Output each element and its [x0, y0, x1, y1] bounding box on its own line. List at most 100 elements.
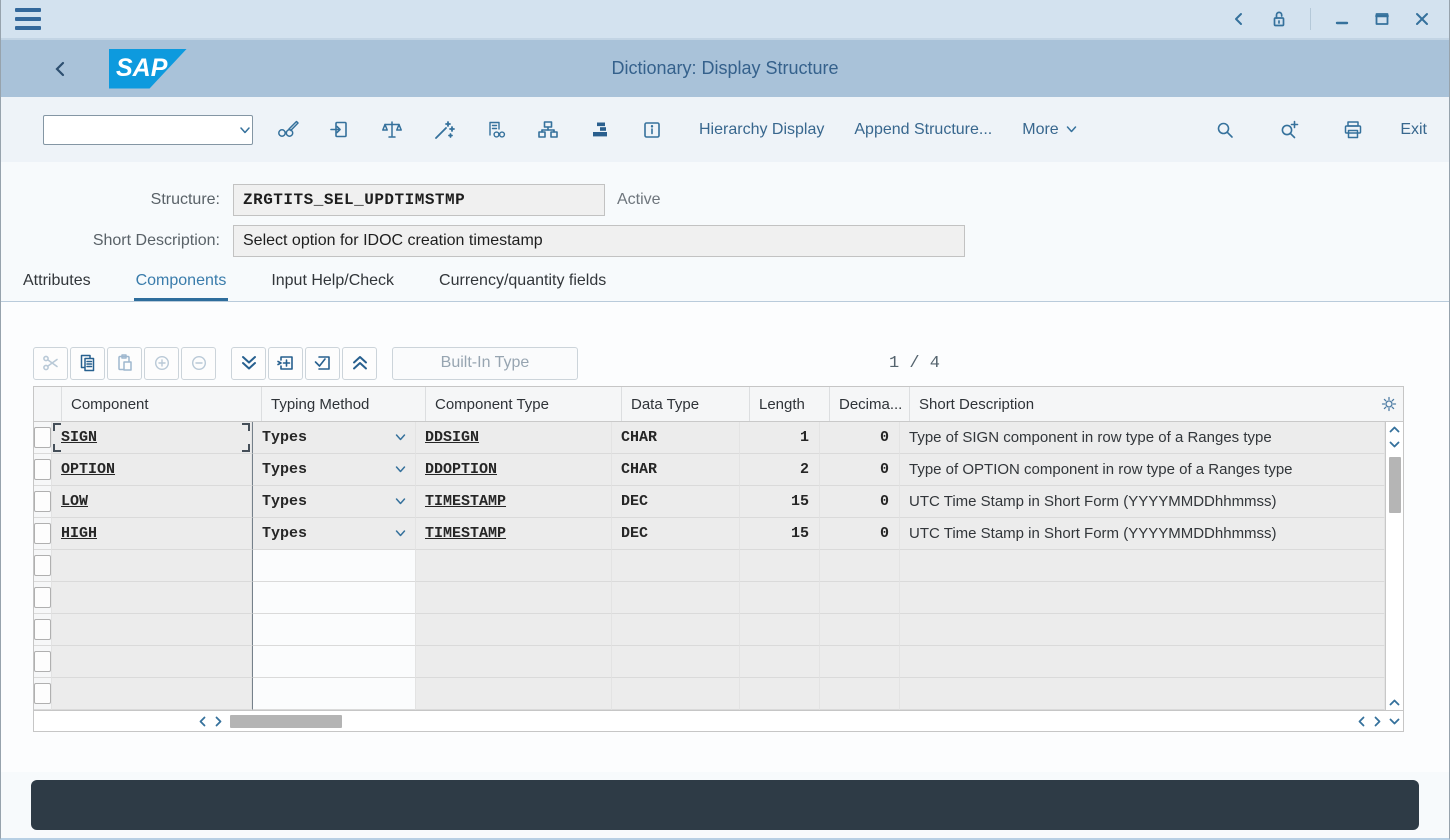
row-checkbox[interactable]	[34, 523, 51, 544]
component-type-cell[interactable]: DDSIGN	[416, 422, 612, 454]
row-checkbox[interactable]	[34, 491, 51, 512]
vertical-scrollbar[interactable]	[1385, 422, 1403, 710]
check-icon[interactable]	[375, 113, 409, 147]
column-header-component-type[interactable]: Component Type	[426, 387, 622, 421]
versions-icon[interactable]	[583, 113, 617, 147]
dropdown-icon[interactable]	[394, 527, 407, 540]
component-cell[interactable]: HIGH	[52, 518, 252, 550]
scroll-right-icon[interactable]	[1369, 716, 1385, 727]
hierarchy-icon[interactable]	[531, 113, 565, 147]
command-field[interactable]	[43, 114, 253, 145]
append-structure-button[interactable]: Append Structure...	[854, 120, 993, 138]
select-block-icon[interactable]	[305, 346, 340, 380]
row-checkbox[interactable]	[34, 555, 51, 576]
table-row: LOW Types TIMESTAMP DEC 15 0 UTC Time St…	[34, 486, 1385, 518]
row-checkbox[interactable]	[34, 459, 51, 480]
paste-icon[interactable]	[107, 346, 142, 380]
select-all-header[interactable]	[34, 387, 62, 421]
dropdown-icon[interactable]	[237, 123, 252, 137]
tab-attributes[interactable]: Attributes	[23, 272, 91, 289]
info-icon[interactable]	[635, 113, 669, 147]
short-description-cell: Type of OPTION component in row type of …	[900, 454, 1385, 486]
page-up-icon[interactable]	[342, 346, 377, 380]
scroll-up-icon[interactable]	[1386, 422, 1403, 437]
activate-icon[interactable]	[427, 113, 461, 147]
delete-row-icon[interactable]	[181, 346, 216, 380]
nav-back-icon[interactable]	[1226, 6, 1252, 32]
row-checkbox[interactable]	[34, 587, 51, 608]
tab-input-help-check[interactable]: Input Help/Check	[271, 272, 395, 289]
title-bar	[1, 0, 1449, 40]
insert-row-icon[interactable]	[144, 346, 179, 380]
typing-method-cell[interactable]: Types	[252, 454, 416, 486]
component-type-cell[interactable]: TIMESTAMP	[416, 486, 612, 518]
exit-button[interactable]: Exit	[1400, 120, 1427, 138]
column-header-short-description[interactable]: Short Description	[910, 387, 1403, 421]
built-in-type-button[interactable]: Built-In Type	[392, 346, 578, 380]
scroll-down-icon[interactable]	[1385, 717, 1403, 726]
column-header-data-type[interactable]: Data Type	[622, 387, 750, 421]
short-description-cell: UTC Time Stamp in Short Form (YYYYMMDDhh…	[900, 518, 1385, 550]
scroll-right-icon[interactable]	[210, 711, 226, 731]
command-input[interactable]	[44, 115, 237, 144]
column-header-component[interactable]: Component	[62, 387, 262, 421]
structure-field[interactable]: ZRGTITS_SEL_UPDTIMSTMP	[233, 184, 605, 216]
data-type-cell: DEC	[612, 518, 740, 550]
horizontal-scrollbar[interactable]	[34, 710, 1403, 731]
length-cell: 1	[740, 422, 820, 454]
component-cell[interactable]: LOW	[52, 486, 252, 518]
display-change-icon[interactable]	[271, 113, 305, 147]
hierarchy-display-button[interactable]: Hierarchy Display	[699, 120, 825, 138]
lock-icon[interactable]	[1266, 6, 1292, 32]
typing-method-cell[interactable]: Types	[252, 486, 416, 518]
find-icon[interactable]	[1208, 113, 1242, 147]
typing-method-cell[interactable]: Types	[252, 422, 416, 454]
dropdown-icon[interactable]	[394, 431, 407, 444]
page-down-icon[interactable]	[231, 346, 266, 380]
settings-icon[interactable]	[1381, 396, 1397, 412]
tab-currency-quantity-fields[interactable]: Currency/quantity fields	[439, 272, 607, 289]
copy-object-icon[interactable]	[323, 113, 357, 147]
table-row: HIGH Types TIMESTAMP DEC 15 0 UTC Time S…	[34, 518, 1385, 550]
dropdown-icon[interactable]	[394, 495, 407, 508]
component-cell[interactable]: OPTION	[52, 454, 252, 486]
back-icon[interactable]	[41, 49, 81, 89]
application-toolbar: Hierarchy Display Append Structure... Mo…	[1, 97, 1449, 162]
component-type-cell[interactable]: DDOPTION	[416, 454, 612, 486]
copy-rows-icon[interactable]	[70, 346, 105, 380]
close-icon[interactable]	[1409, 6, 1435, 32]
scroll-down-icon[interactable]	[1386, 437, 1403, 452]
scroll-up-icon[interactable]	[1386, 695, 1403, 710]
new-entry-icon[interactable]	[268, 346, 303, 380]
scroll-left-icon[interactable]	[1353, 716, 1369, 727]
print-icon[interactable]	[1336, 113, 1370, 147]
row-checkbox[interactable]	[34, 651, 51, 672]
component-type-cell[interactable]: TIMESTAMP	[416, 518, 612, 550]
scroll-left-icon[interactable]	[194, 711, 210, 731]
row-checkbox[interactable]	[34, 683, 51, 704]
component-cell[interactable]: SIGN	[52, 422, 252, 454]
minimize-icon[interactable]	[1329, 6, 1355, 32]
components-panel: Built-In Type 1 / 4 Component Typing Met…	[1, 302, 1449, 772]
find-next-icon[interactable]	[1272, 113, 1306, 147]
typing-method-cell[interactable]: Types	[252, 518, 416, 550]
row-checkbox[interactable]	[34, 427, 51, 448]
short-description-field[interactable]: Select option for IDOC creation timestam…	[233, 225, 965, 257]
decimals-cell: 0	[820, 422, 900, 454]
dropdown-icon[interactable]	[394, 463, 407, 476]
menu-icon[interactable]	[15, 8, 41, 30]
more-button[interactable]: More	[1022, 121, 1077, 139]
column-header-typing-method[interactable]: Typing Method	[262, 387, 426, 421]
table-row-empty	[34, 614, 1385, 646]
tab-components[interactable]: Components	[134, 266, 229, 301]
vertical-scroll-thumb[interactable]	[1388, 457, 1401, 513]
short-description-cell: UTC Time Stamp in Short Form (YYYYMMDDhh…	[900, 486, 1385, 518]
table-row-empty	[34, 646, 1385, 678]
horizontal-scroll-thumb[interactable]	[230, 714, 342, 728]
cut-icon[interactable]	[33, 346, 68, 380]
maximize-icon[interactable]	[1369, 6, 1395, 32]
column-header-length[interactable]: Length	[750, 387, 830, 421]
row-checkbox[interactable]	[34, 619, 51, 640]
column-header-decimals[interactable]: Decima...	[830, 387, 910, 421]
where-used-icon[interactable]	[479, 113, 513, 147]
